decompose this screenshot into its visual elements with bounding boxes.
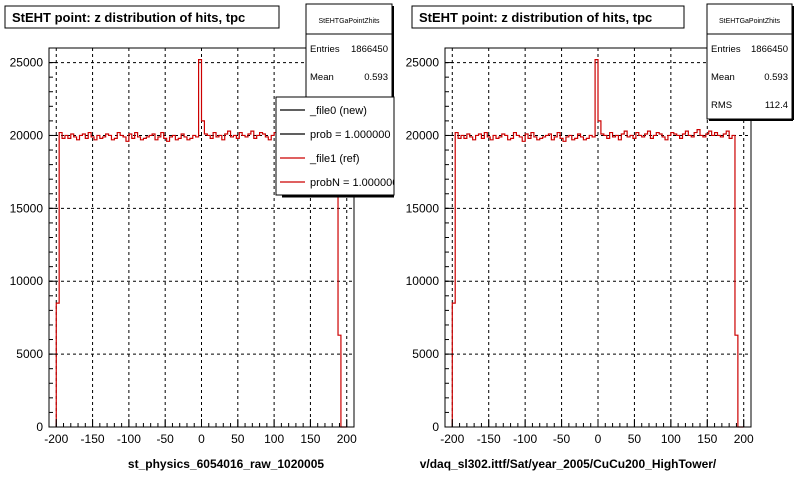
stats-label: Entries [310, 44, 340, 55]
stats-value: 1866450 [351, 44, 388, 55]
x-tick-label: 0 [595, 432, 602, 446]
x-axis-label: st_physics_6054016_raw_1020005 [128, 457, 324, 471]
x-tick-label: 0 [198, 432, 205, 446]
x-tick-label: 200 [337, 432, 357, 446]
histogram-series-0 [451, 59, 744, 428]
legend-frame [275, 96, 395, 196]
x-tick-label: 100 [661, 432, 681, 446]
y-tick-label: 10000 [10, 274, 44, 288]
stats-value: 0.593 [364, 72, 388, 83]
y-tick-label: 20000 [406, 128, 440, 142]
x-tick-label: 200 [734, 432, 754, 446]
x-tick-label: 150 [697, 432, 717, 446]
y-tick-label: 15000 [406, 201, 440, 215]
x-tick-label: -50 [553, 432, 571, 446]
right-pad: -200 -150 -100 -50 0 50 100 150 200 0 5000 10000 150… [406, 3, 794, 471]
x-tick-label: -50 [157, 432, 175, 446]
y-tick-label: 15000 [10, 201, 44, 215]
stats-box [706, 3, 793, 120]
left-pad: -200 -150 -100 -50 0 50 100 150 200 0 5000 10000 150… [4, 3, 398, 471]
y-tick-label: 25000 [10, 56, 44, 70]
stats-name: StEHTGaPointZhits [318, 18, 380, 25]
stats-label: Entries [711, 44, 741, 55]
legend-label: _file1 (ref) [309, 153, 360, 165]
y-tick-label: 5000 [16, 347, 43, 361]
stats-name: StEHTGaPointZhits [719, 18, 781, 25]
y-tick-label: 20000 [10, 128, 44, 142]
y-tick-label: 5000 [412, 347, 439, 361]
stats-label: RMS [711, 100, 732, 111]
x-tick-label: -150 [477, 432, 501, 446]
x-tick-label: 50 [628, 432, 642, 446]
x-tick-label: -200 [440, 432, 464, 446]
x-tick-label: 150 [300, 432, 320, 446]
x-tick-label: -200 [44, 432, 68, 446]
stats-label: Mean [711, 72, 735, 83]
legend-label: prob = 1.000000 [310, 129, 390, 141]
legend-label: _file0 (new) [309, 105, 367, 117]
legend-label: probN = 1.000000 [310, 177, 398, 189]
stats-value: 1866450 [751, 44, 788, 55]
stats-value: 0.593 [764, 72, 788, 83]
title-box [4, 5, 280, 29]
x-tick-label: -100 [117, 432, 141, 446]
legend-entries: _file0 (new) prob = 1.000000 _file1 (ref) p… [280, 105, 398, 189]
y-tick-label: 0 [36, 420, 43, 434]
x-tick-label: -150 [81, 432, 105, 446]
stats-box [305, 3, 393, 100]
x-axis-label: v/daq_sl302.ittf/Sat/year_2005/CuCu200_H… [420, 457, 717, 471]
stats-label: Mean [310, 72, 334, 83]
x-tick-label: 50 [231, 432, 245, 446]
chart-title: StEHT point: z distribution of hits, tpc [419, 10, 652, 25]
y-tick-label: 25000 [406, 56, 440, 70]
stats-value: 112.4 [765, 100, 788, 111]
legend-box: _file0 (new) prob = 1.000000 _file1 (ref) p… [275, 96, 398, 198]
x-tick-label: -100 [513, 432, 537, 446]
y-tick-label: 0 [432, 420, 439, 434]
y-tick-label: 10000 [406, 274, 440, 288]
title-box [411, 5, 685, 29]
chart-title: StEHT point: z distribution of hits, tpc [12, 10, 245, 25]
x-tick-label: 100 [264, 432, 284, 446]
